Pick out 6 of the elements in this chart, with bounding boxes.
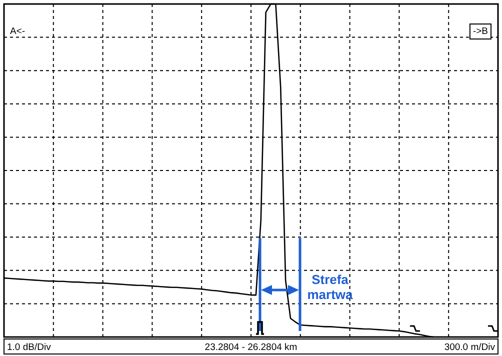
annotation: A<- — [10, 26, 26, 37]
text: 1.0 dB/Div — [7, 342, 52, 353]
annotation: ->B — [472, 26, 488, 37]
text: 23.2804 - 26.2804 km — [204, 342, 298, 353]
text: 300.0 m/Div — [444, 342, 496, 353]
annotation: Strefa martwa — [307, 272, 354, 302]
